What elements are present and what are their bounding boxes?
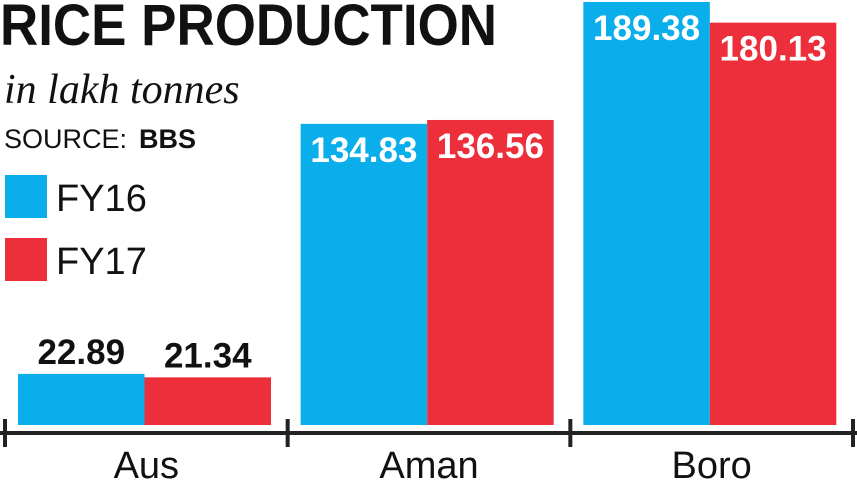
value-label: 180.13: [720, 30, 827, 69]
value-label: 22.89: [37, 333, 125, 372]
bar: [144, 377, 271, 425]
bar: [427, 119, 554, 426]
x-tick-label: Boro: [672, 445, 752, 482]
value-label: 134.83: [310, 131, 417, 170]
bar: [583, 2, 710, 425]
value-label: 189.38: [593, 9, 700, 48]
bar: [709, 22, 837, 426]
value-label: 21.34: [164, 336, 252, 375]
x-tick-label: Aus: [114, 445, 179, 482]
chart-title: RICE PRODUCTION: [0, 0, 497, 58]
x-tick-label: Aman: [379, 445, 478, 482]
source-label: SOURCE:: [4, 124, 127, 154]
bar: [300, 123, 428, 426]
source: SOURCE: BBS: [4, 124, 196, 154]
legend-label: FY17: [56, 241, 147, 283]
legend-swatch: [5, 175, 47, 218]
value-label: 136.56: [437, 127, 544, 166]
chart-subtitle: in lakh tonnes: [4, 67, 240, 113]
source-name: BBS: [139, 124, 196, 154]
bar: [18, 373, 145, 425]
legend-label: FY16: [56, 178, 147, 220]
legend-swatch: [5, 238, 47, 281]
